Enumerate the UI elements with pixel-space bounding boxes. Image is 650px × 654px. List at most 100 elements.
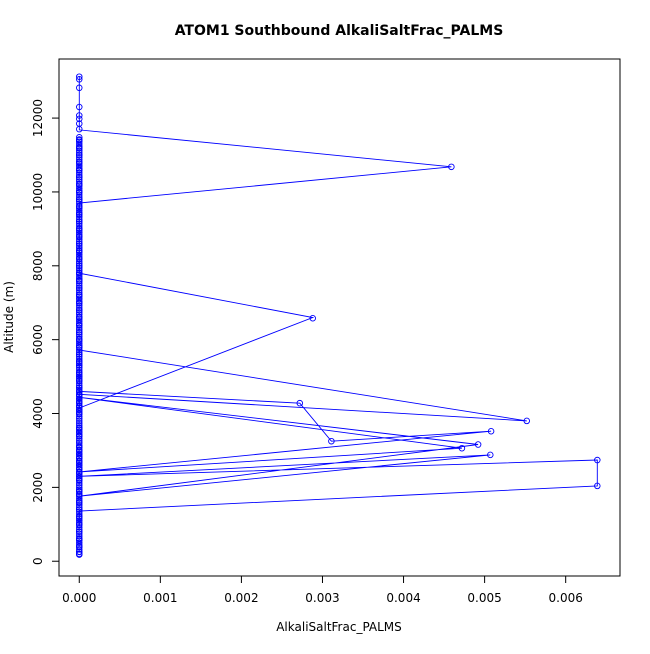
data-point <box>76 103 83 111</box>
data-point <box>76 289 83 296</box>
data-point <box>76 399 83 406</box>
data-point <box>76 548 83 556</box>
data-point <box>76 473 83 480</box>
data-point <box>76 491 83 499</box>
data-point <box>76 266 83 274</box>
chart-title: ATOM1 Southbound AlkaliSaltFrac_PALMS <box>175 23 504 39</box>
data-point <box>448 163 455 171</box>
data-point <box>76 346 83 354</box>
data-point <box>76 178 83 185</box>
series-altitude <box>76 73 601 558</box>
data-point <box>76 247 83 255</box>
data-point <box>76 358 83 366</box>
data-point <box>76 484 83 491</box>
data-point <box>76 465 83 473</box>
x-tick-label: 0.006 <box>549 591 583 605</box>
data-point <box>76 200 83 208</box>
data-point <box>76 280 83 287</box>
data-point <box>487 451 494 459</box>
data-point <box>76 181 83 188</box>
x-tick-label: 0.002 <box>224 591 258 605</box>
data-point <box>76 417 83 425</box>
data-point <box>76 454 83 462</box>
data-point <box>76 510 83 518</box>
data-point <box>76 134 83 141</box>
y-tick-label: 2000 <box>31 472 45 503</box>
data-point <box>76 521 83 528</box>
data-point <box>76 207 83 214</box>
x-axis: 0.000 0.001 0.002 0.003 0.004 0.005 0.006 <box>62 575 583 605</box>
data-point <box>76 476 83 484</box>
data-point <box>76 251 83 258</box>
data-point <box>76 284 83 292</box>
y-tick-label: 0 <box>31 557 45 565</box>
data-point <box>76 125 83 133</box>
data-point <box>76 513 83 521</box>
data-point <box>76 240 83 247</box>
data-point <box>76 391 83 399</box>
data-point <box>76 413 83 420</box>
data-point <box>309 314 316 322</box>
y-tick-label: 10000 <box>31 173 45 211</box>
data-point <box>76 432 83 439</box>
data-point <box>76 351 83 358</box>
data-point <box>76 422 83 429</box>
data-point <box>76 166 83 174</box>
x-tick-label: 0.001 <box>143 591 177 605</box>
data-point <box>76 528 83 535</box>
y-axis-label: Altitude (m) <box>2 281 16 353</box>
data-point <box>76 203 83 210</box>
data-point <box>76 306 83 314</box>
data-point <box>76 324 83 332</box>
data-point <box>76 321 83 329</box>
data-point <box>76 255 83 262</box>
data-point <box>76 450 83 458</box>
data-point <box>76 147 83 154</box>
data-point <box>76 517 83 524</box>
data-point <box>76 406 83 414</box>
data-point <box>76 156 83 163</box>
data-point <box>594 482 601 490</box>
data-point <box>76 461 83 469</box>
data-point <box>76 235 83 243</box>
data-point <box>76 428 83 436</box>
data-point <box>76 435 83 442</box>
data-point <box>76 233 83 240</box>
data-point <box>76 277 83 284</box>
series-line <box>78 76 598 526</box>
data-point <box>76 76 83 83</box>
data-point <box>76 524 83 531</box>
data-point <box>76 377 83 384</box>
data-point <box>76 314 83 321</box>
data-point <box>76 384 83 391</box>
x-tick-label: 0.004 <box>386 591 420 605</box>
data-point <box>76 343 83 351</box>
data-point <box>296 399 304 407</box>
x-tick-label: 0.005 <box>467 591 501 605</box>
data-point <box>76 458 83 465</box>
data-point <box>76 173 83 181</box>
data-point <box>594 456 601 464</box>
x-tick-label: 0.000 <box>62 591 96 605</box>
data-point <box>76 487 83 495</box>
data-point <box>76 362 83 369</box>
data-point <box>76 188 83 196</box>
data-point <box>76 443 83 451</box>
data-point <box>76 340 83 347</box>
data-point <box>76 196 83 203</box>
data-point <box>76 115 83 123</box>
data-point <box>76 425 83 432</box>
data-point <box>76 136 83 144</box>
data-point <box>523 417 531 425</box>
data-point <box>76 369 83 377</box>
data-point <box>76 469 83 476</box>
y-tick-label: 4000 <box>31 398 45 429</box>
data-point <box>76 336 83 343</box>
data-point <box>76 218 83 225</box>
data-point <box>76 262 83 270</box>
data-point <box>76 112 83 119</box>
data-point <box>76 292 83 299</box>
data-point <box>76 191 83 199</box>
y-tick-label: 8000 <box>31 251 45 282</box>
